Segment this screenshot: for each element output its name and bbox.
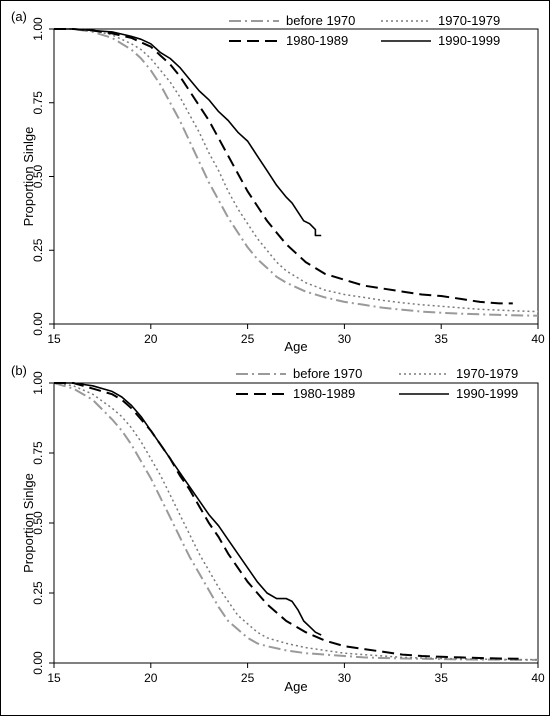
panel-b-label: (b) (11, 363, 27, 378)
panel-b-chart: (b) 15 20 25 30 35 40 0.00 0.25 0.50 0.75 1.00 Age Pr… (11, 363, 545, 694)
panel-b-series-line (54, 382, 322, 636)
panel-a-x-tick-label: 20 (144, 332, 158, 346)
panel-a-x-tick-label: 15 (47, 332, 61, 346)
panel-b-series-line (54, 382, 519, 660)
panel-b-y-tick-label: 0.00 (31, 651, 45, 675)
panel-b-legend-label: 1970-1979 (456, 366, 518, 381)
panel-b-x-tick-label: 40 (531, 671, 545, 685)
panel-b-series-line (53, 382, 538, 661)
panel-a-x-axis-title: Age (284, 339, 307, 354)
panel-a-y-axis-title: Proportion Sinlge (21, 127, 36, 227)
panel-a-legend-label: before 1970 (286, 13, 355, 28)
panel-b-y-tick-label: 1.00 (31, 371, 45, 395)
panel-a-series-line (54, 28, 539, 317)
panel-b-x-tick-label: 25 (241, 671, 255, 685)
panel-b-x-axis-title: Age (284, 679, 307, 694)
panel-b-plot-frame (53, 382, 539, 664)
panel-b-y-tick-label: 0.50 (31, 511, 45, 535)
panel-b-legend-label: before 1970 (293, 366, 362, 381)
panel-a-y-tick-label: 0.50 (31, 164, 45, 188)
panel-a-legend-label: 1970-1979 (438, 13, 500, 28)
panel-b-x-tick-label: 15 (47, 671, 61, 685)
panel-b-legend-label: 1980-1989 (293, 386, 355, 401)
panel-a-x-tick-label: 30 (338, 332, 352, 346)
panel-a-x-tick-label: 35 (435, 332, 449, 346)
panel-b-legend-label: 1990-1999 (456, 386, 518, 401)
panel-a-label: (a) (11, 9, 27, 24)
panel-b-x-tick-label: 30 (338, 671, 352, 685)
panel-a-y-tick-label: 1.00 (31, 17, 45, 41)
panel-a-series-line (54, 28, 539, 313)
panel-a-y-tick-label: 0.25 (31, 238, 45, 262)
panel-b-legend: before 1970 1970-1979 1980-1989 1990-1999 (236, 366, 518, 401)
panel-a-legend-label: 1980-1989 (286, 33, 348, 48)
panel-a-legend: before 1970 1970-1979 1980-1989 1990-1999 (229, 13, 500, 48)
panel-a-series-line (54, 28, 513, 305)
panel-b-x-tick-label: 20 (144, 671, 158, 685)
panel-b-y-axis-title: Proportion Sinlge (21, 473, 36, 573)
panel-b-x-tick-label: 35 (435, 671, 449, 685)
panel-a-x-tick-label: 40 (531, 332, 545, 346)
panel-b-y-tick-label: 0.75 (31, 441, 45, 465)
panel-b-series-line (53, 382, 538, 661)
panel-a-legend-label: 1990-1999 (438, 33, 500, 48)
panel-a-chart: (a) 15 20 25 30 35 40 0.00 0.25 0.50 0.75 1.00 Age Pr… (11, 9, 545, 354)
panel-b-y-tick-label: 0.25 (31, 581, 45, 605)
panel-a-plot-frame (53, 28, 539, 325)
panel-a-y-tick-label: 0.75 (31, 91, 45, 115)
panel-a-y-tick-label: 0.00 (31, 312, 45, 336)
panel-a-x-tick-label: 25 (241, 332, 255, 346)
panel-a-series-line (54, 28, 322, 237)
